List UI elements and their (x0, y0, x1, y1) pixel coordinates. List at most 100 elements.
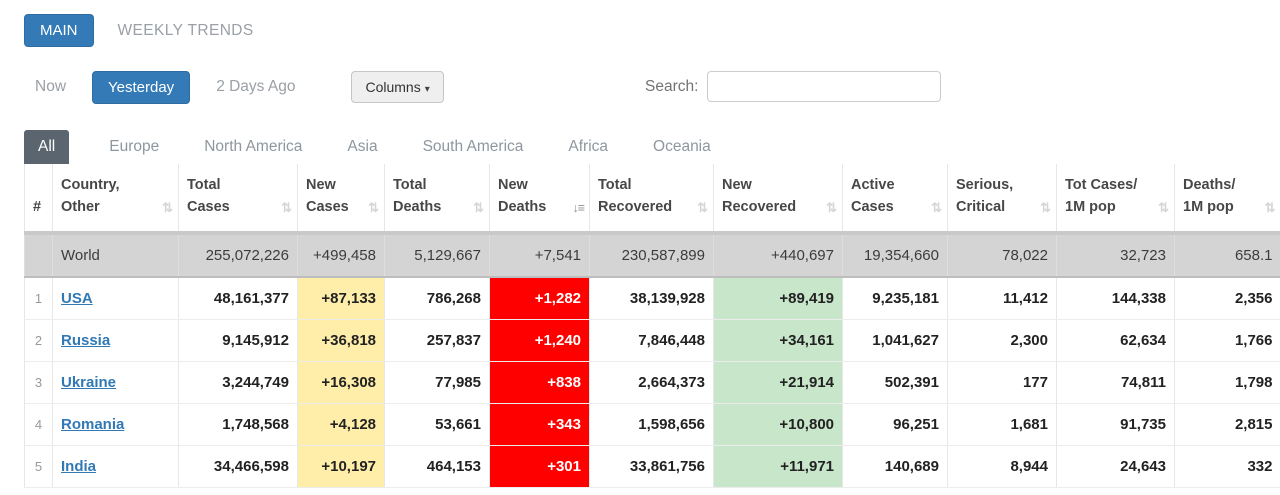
cell-country: Ukraine (52, 361, 179, 404)
cell-total_deaths: 257,837 (384, 319, 490, 362)
column-header-active_cases[interactable]: Active Cases ⇅ (842, 164, 948, 235)
cell-total_cases: 34,466,598 (178, 445, 298, 488)
region-tab-asia[interactable]: Asia (347, 138, 378, 155)
cell-country: USA (52, 276, 179, 320)
column-header-total_deaths[interactable]: Total Deaths ⇅ (384, 164, 490, 235)
sort-both-icon: ⇅ (281, 200, 292, 215)
column-header-total_cases[interactable]: Total Cases ⇅ (178, 164, 298, 235)
country-link[interactable]: Ukraine (61, 373, 117, 391)
country-link[interactable]: India (61, 457, 97, 475)
region-tab-north-america[interactable]: North America (204, 138, 303, 155)
cell-new_deaths: +1,282 (489, 276, 590, 320)
time-filter-yesterday[interactable]: Yesterday (92, 70, 191, 104)
cell-new_deaths: +343 (489, 403, 590, 446)
cell-country: World (52, 231, 179, 278)
cell-rank: 3 (24, 361, 53, 404)
cell-active_cases: 140,689 (842, 445, 948, 488)
region-tab-europe[interactable]: Europe (109, 138, 160, 155)
column-header-total_recovered[interactable]: Total Recovered ⇅ (589, 164, 714, 235)
column-header-new_recovered[interactable]: New Recovered ⇅ (713, 164, 843, 235)
table-row: 5 India 34,466,598 +10,197 464,153 +301 33,861… (24, 445, 1280, 488)
time-filter-toolbar: Now Yesterday 2 Days Ago Columns ▾ Search… (24, 70, 1280, 104)
cell-active_cases: 9,235,181 (842, 276, 948, 320)
table-row: 4 Romania 1,748,568 +4,128 53,661 +343 1,598,6… (24, 403, 1280, 446)
region-tab-south-america[interactable]: South America (422, 138, 524, 155)
cell-active_cases: 1,041,627 (842, 319, 948, 362)
search-input[interactable] (707, 71, 942, 102)
column-header-label: Total Cases (187, 177, 230, 215)
cell-rank (24, 231, 53, 278)
cell-total_cases: 48,161,377 (178, 276, 298, 320)
cell-new_cases: +4,128 (297, 403, 385, 446)
cell-tot_cases_1m: 32,723 (1056, 231, 1175, 278)
cell-country: India (52, 445, 179, 488)
cell-new_deaths: +1,240 (489, 319, 590, 362)
cell-total_recovered: 7,846,448 (589, 319, 714, 362)
cell-deaths_1m: 2,815 (1174, 403, 1280, 446)
cell-new_cases: +87,133 (297, 276, 385, 320)
cell-new_recovered: +34,161 (713, 319, 843, 362)
sort-both-icon: ⇅ (368, 200, 379, 215)
cell-total_recovered: 38,139,928 (589, 276, 714, 320)
time-filter-now[interactable]: Now (35, 78, 67, 95)
column-header-deaths_1m[interactable]: Deaths/1M pop ⇅ (1174, 164, 1280, 235)
column-header-label: Total Deaths (393, 177, 442, 215)
column-header-new_deaths[interactable]: New Deaths ↓≡ (489, 164, 590, 235)
cell-new_recovered: +21,914 (713, 361, 843, 404)
column-header-tot_cases_1m[interactable]: Tot Cases/1M pop ⇅ (1056, 164, 1175, 235)
cell-serious_critical: 2,300 (947, 319, 1057, 362)
table-row: 1 USA 48,161,377 +87,133 786,268 +1,282 38,139… (24, 276, 1280, 320)
cell-serious_critical: 78,022 (947, 231, 1057, 278)
cell-total_deaths: 464,153 (384, 445, 490, 488)
sort-both-icon: ⇅ (473, 200, 484, 215)
cell-deaths_1m: 1,766 (1174, 319, 1280, 362)
column-header-label: New Recovered (722, 177, 797, 215)
cell-new_recovered: +10,800 (713, 403, 843, 446)
cell-total_deaths: 53,661 (384, 403, 490, 446)
column-header-country[interactable]: Country, Other ⇅ (52, 164, 179, 235)
cell-tot_cases_1m: 91,735 (1056, 403, 1175, 446)
country-link[interactable]: USA (61, 289, 93, 307)
view-switcher: MAIN WEEKLY TRENDS (24, 0, 1280, 47)
column-header-new_cases[interactable]: New Cases ⇅ (297, 164, 385, 235)
table-row: 2 Russia 9,145,912 +36,818 257,837 +1,240 7,84… (24, 319, 1280, 362)
cell-new_recovered: +89,419 (713, 276, 843, 320)
cell-rank: 2 (24, 319, 53, 362)
column-header-label: Tot Cases/1M pop (1065, 177, 1138, 215)
columns-dropdown-button[interactable]: Columns ▾ (351, 71, 444, 103)
region-tab-africa[interactable]: Africa (568, 138, 609, 155)
country-link[interactable]: Russia (61, 331, 111, 349)
tab-main[interactable]: MAIN (24, 14, 94, 47)
cell-serious_critical: 8,944 (947, 445, 1057, 488)
search-group: Search: (645, 71, 942, 102)
column-header-label: Active Cases (851, 177, 895, 215)
cell-total_recovered: 1,598,656 (589, 403, 714, 446)
cell-rank: 1 (24, 276, 53, 320)
cell-serious_critical: 11,412 (947, 276, 1057, 320)
table-header-row: # Country, Other ⇅ Total Cases ⇅ New Cases ⇅ Total… (24, 164, 1280, 235)
table-row: 3 Ukraine 3,244,749 +16,308 77,985 +838 2,664,… (24, 361, 1280, 404)
tab-weekly-trends[interactable]: WEEKLY TRENDS (117, 21, 254, 39)
sort-both-icon: ⇅ (931, 200, 942, 215)
column-header-label: Serious, Critical (956, 177, 1014, 215)
time-filter-2-days-ago[interactable]: 2 Days Ago (216, 78, 296, 95)
cell-rank: 5 (24, 445, 53, 488)
cell-new_recovered: +440,697 (713, 231, 843, 278)
sort-both-icon: ⇅ (826, 200, 837, 215)
region-tab-oceania[interactable]: Oceania (653, 138, 711, 155)
column-header-label: Deaths/1M pop (1183, 177, 1236, 215)
cell-total_recovered: 230,587,899 (589, 231, 714, 278)
country-link[interactable]: Romania (61, 415, 125, 433)
cell-tot_cases_1m: 62,634 (1056, 319, 1175, 362)
region-tab-all[interactable]: All (24, 130, 70, 164)
cell-rank: 4 (24, 403, 53, 446)
column-header-serious_critical[interactable]: Serious, Critical ⇅ (947, 164, 1057, 235)
sort-both-icon: ⇅ (1040, 200, 1051, 215)
sort-both-icon: ⇅ (697, 200, 708, 215)
cell-total_cases: 255,072,226 (178, 231, 298, 278)
cell-new_cases: +16,308 (297, 361, 385, 404)
cell-total_deaths: 77,985 (384, 361, 490, 404)
column-header-rank: # (24, 164, 53, 235)
cell-tot_cases_1m: 74,811 (1056, 361, 1175, 404)
